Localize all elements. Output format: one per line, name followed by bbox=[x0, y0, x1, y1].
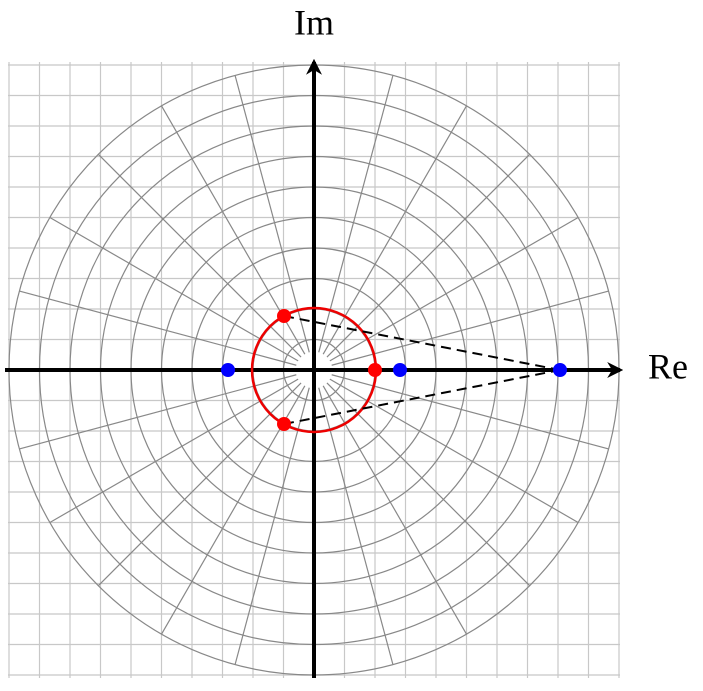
polar-ray bbox=[97, 382, 302, 587]
polar-ray bbox=[19, 374, 297, 450]
red-point bbox=[277, 417, 291, 431]
polar-ray bbox=[19, 290, 297, 366]
polar-ray bbox=[49, 378, 299, 524]
polar-ray bbox=[326, 153, 531, 358]
polar-ray bbox=[329, 378, 579, 524]
polar-ray bbox=[234, 75, 310, 353]
red-point bbox=[277, 309, 291, 323]
polar-ray bbox=[234, 387, 310, 665]
polar-ray bbox=[329, 216, 579, 362]
dashed-line bbox=[283, 315, 561, 371]
blue-point bbox=[221, 363, 235, 377]
dashed-line bbox=[283, 369, 561, 425]
real-label: Re bbox=[648, 346, 688, 386]
red-point bbox=[368, 363, 382, 377]
polar-ray bbox=[49, 216, 299, 362]
imaginary-label: Im bbox=[294, 2, 334, 42]
polar-ray bbox=[326, 382, 531, 587]
polar-ray bbox=[331, 374, 609, 450]
blue-point bbox=[553, 363, 567, 377]
blue-point bbox=[393, 363, 407, 377]
polar-ray bbox=[331, 290, 609, 366]
polar-ray bbox=[97, 153, 302, 358]
polar-ray bbox=[318, 387, 394, 665]
polar-ray bbox=[322, 385, 468, 635]
polar-ray bbox=[322, 105, 468, 355]
polar-ray bbox=[318, 75, 394, 353]
